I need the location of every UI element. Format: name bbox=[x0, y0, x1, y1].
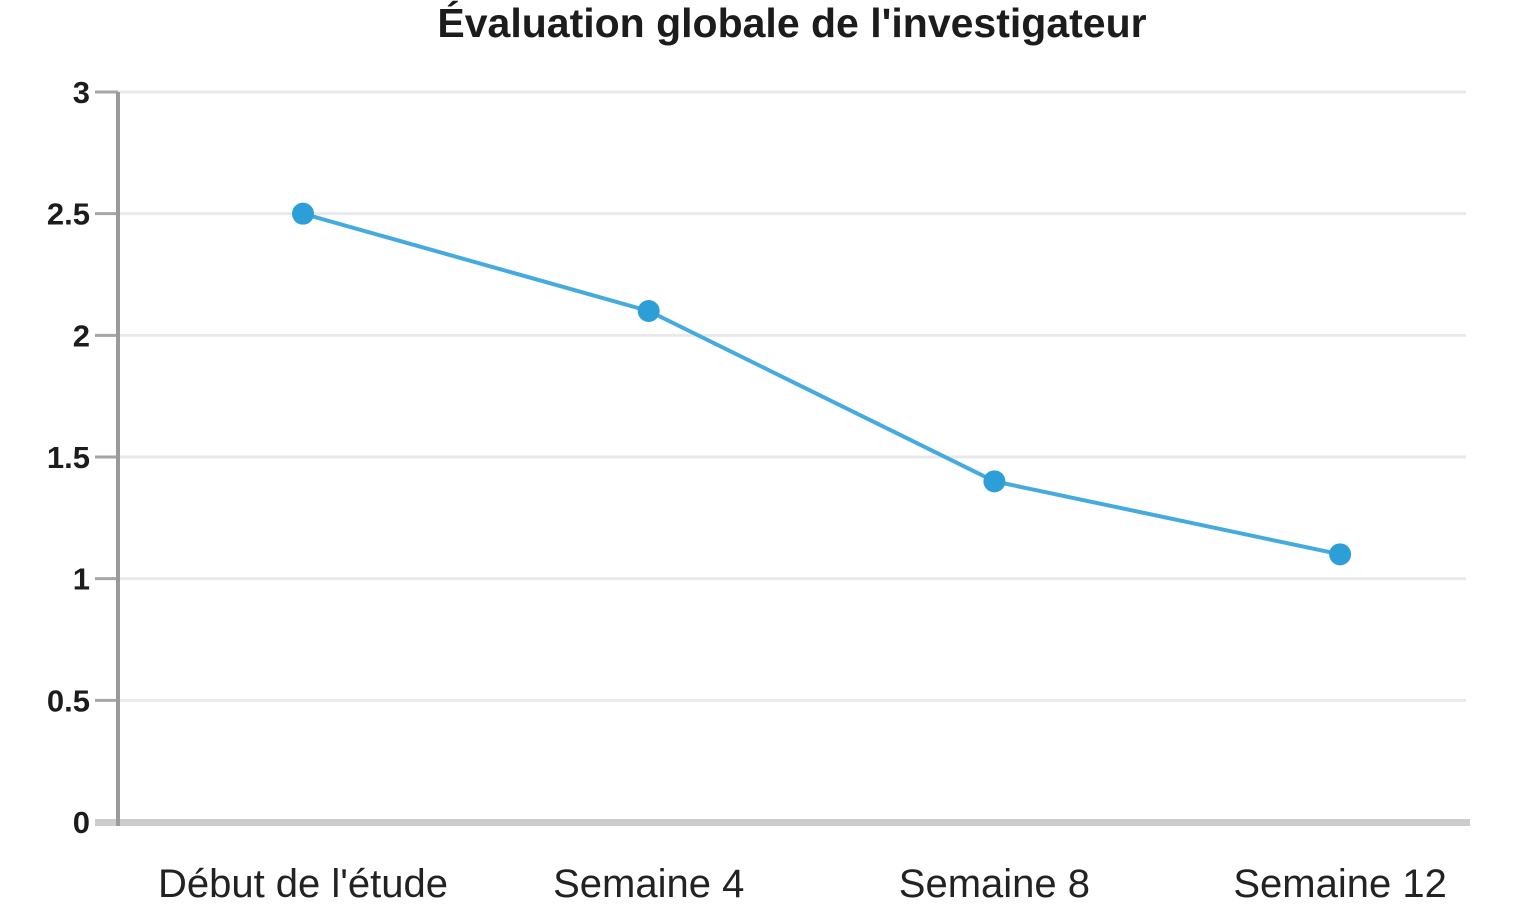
y-axis-line bbox=[116, 92, 120, 826]
data-line bbox=[301, 211, 1343, 557]
y-axis-tick-label: 1.5 bbox=[47, 440, 90, 475]
y-axis-tick-label: 1 bbox=[73, 562, 90, 597]
y-axis-tick-label: 3 bbox=[73, 75, 90, 110]
x-axis-category-label: Semaine 8 bbox=[899, 862, 1090, 906]
data-point-marker bbox=[983, 470, 1006, 493]
data-point-marker bbox=[292, 202, 314, 225]
x-axis-category-label: Semaine 4 bbox=[553, 862, 744, 906]
y-axis-tick-label: 0.5 bbox=[47, 683, 90, 718]
data-point-marker bbox=[637, 300, 660, 322]
x-axis-category-label: Début de l'étude bbox=[158, 862, 448, 906]
y-axis-tick-label: 2.5 bbox=[47, 197, 90, 232]
x-axis-line bbox=[95, 819, 1470, 826]
x-axis-category-label: Semaine 12 bbox=[1233, 862, 1446, 906]
chart-title: Évaluation globale de l'investigateur bbox=[437, 0, 1147, 46]
y-axis-tick-label: 0 bbox=[73, 805, 90, 840]
data-point-marker bbox=[1329, 543, 1352, 566]
y-axis-tick-label: 2 bbox=[73, 318, 90, 353]
